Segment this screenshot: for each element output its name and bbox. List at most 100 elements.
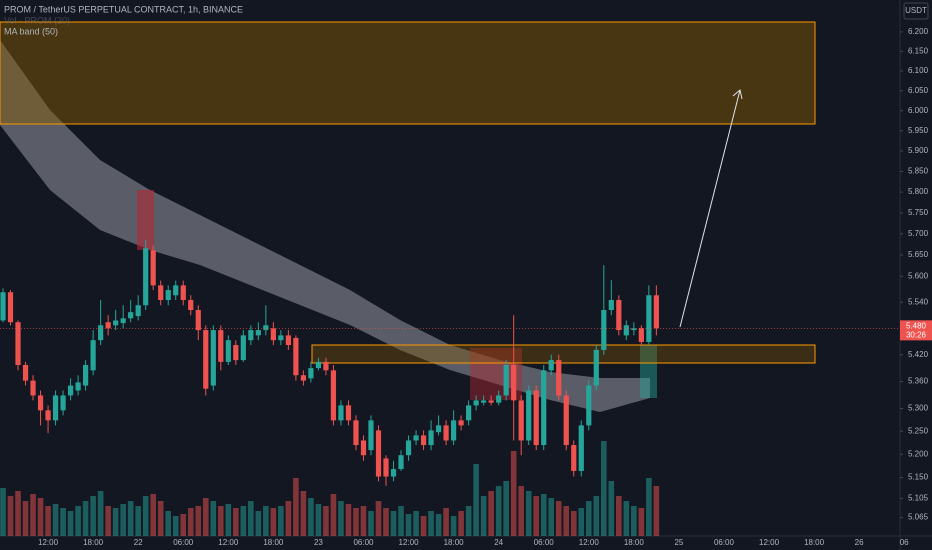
volume-bar xyxy=(75,506,81,536)
volume-bar xyxy=(488,491,494,536)
candle-body xyxy=(263,325,269,331)
x-tick-label: 12:00 xyxy=(399,538,420,547)
candle-body xyxy=(105,322,111,329)
volume-bar xyxy=(345,504,352,536)
band-highlight xyxy=(640,345,657,398)
volume-bar xyxy=(45,506,51,536)
volume-bar xyxy=(383,508,389,536)
volume-bar xyxy=(30,494,36,536)
candle-body xyxy=(135,305,141,317)
candle-body xyxy=(37,395,44,411)
y-tick-label: 5.300 xyxy=(908,404,929,413)
candle-body xyxy=(383,458,389,477)
volume-bar xyxy=(638,508,645,536)
volume-bar xyxy=(210,501,217,536)
volume-bar xyxy=(428,511,434,536)
volume-bar xyxy=(240,506,247,536)
volume-bar xyxy=(90,496,96,536)
volume-bar xyxy=(375,501,382,536)
volume-bar xyxy=(495,486,502,536)
candle-body xyxy=(541,370,547,446)
volume-bar xyxy=(601,441,607,536)
candle-body xyxy=(571,445,577,471)
x-tick-label: 23 xyxy=(314,538,323,547)
candle-body xyxy=(526,390,532,441)
volume-bar xyxy=(548,498,555,536)
volume-bar xyxy=(450,516,457,536)
volume-bar xyxy=(202,498,209,536)
volume-bar xyxy=(458,511,464,536)
volume-bar xyxy=(338,501,344,536)
volume-bar xyxy=(217,506,224,536)
volume-bar xyxy=(623,501,630,536)
candle-body xyxy=(503,364,509,396)
band-highlight xyxy=(137,190,154,250)
y-tick-label: 6.100 xyxy=(908,66,929,75)
candle-body xyxy=(428,430,434,446)
target-arrow xyxy=(679,89,741,328)
volume-bar xyxy=(555,501,562,536)
y-tick-label: 5.700 xyxy=(908,229,929,238)
candle-body xyxy=(173,285,179,296)
candle-body xyxy=(195,310,201,331)
candle-body xyxy=(646,295,652,342)
x-tick-label: 12:00 xyxy=(759,538,780,547)
y-tick-label: 5.800 xyxy=(908,187,929,196)
volume-bar xyxy=(278,506,284,536)
indicator-label: Vol · PROM (20) xyxy=(4,15,70,25)
y-tick-label: 5.105 xyxy=(908,494,929,503)
candle-body xyxy=(143,248,149,306)
volume-bar xyxy=(533,496,540,536)
candle-body xyxy=(345,405,352,421)
volume-bar xyxy=(593,496,600,536)
volume-bar xyxy=(263,506,269,536)
candle-body xyxy=(270,328,276,341)
volume-bar xyxy=(7,496,14,536)
volume-bar xyxy=(22,501,29,536)
y-tick-label: 6.000 xyxy=(908,106,929,115)
candle-body xyxy=(443,425,449,441)
candle-body xyxy=(398,455,404,470)
volume-bar xyxy=(15,491,21,536)
volume-bar xyxy=(398,506,404,536)
candle-body xyxy=(210,330,216,386)
candle-body xyxy=(52,395,59,421)
candle-body xyxy=(180,285,186,301)
candle-body xyxy=(375,430,382,477)
volume-bar xyxy=(608,481,615,536)
volume-bar xyxy=(67,511,74,536)
candle-body xyxy=(631,328,637,331)
volume-bar xyxy=(525,491,532,536)
supply-zone xyxy=(0,21,816,125)
volume-bar xyxy=(330,494,337,536)
candle-body xyxy=(7,292,14,323)
volume-bar xyxy=(233,508,239,536)
candle-body xyxy=(435,425,442,433)
y-tick-label: 5.950 xyxy=(908,126,929,135)
volume-bar xyxy=(503,481,509,536)
candle-body xyxy=(451,420,457,441)
arrow-head xyxy=(732,89,743,100)
x-tick-label: 18:00 xyxy=(263,538,284,547)
y-tick-label: 6.200 xyxy=(908,27,929,36)
y-tick-label: 5.540 xyxy=(908,297,929,306)
volume-bar xyxy=(360,506,367,536)
x-tick-label: 12:00 xyxy=(218,538,239,547)
chart-title: PROM / TetherUS PERPETUAL CONTRACT, 1h, … xyxy=(4,4,243,14)
volume-bar xyxy=(270,508,277,536)
candle-body xyxy=(60,395,66,411)
volume-bar xyxy=(518,486,524,536)
countdown: 30:26 xyxy=(906,330,927,339)
volume-bar xyxy=(315,504,322,536)
volume-bar xyxy=(540,494,547,536)
volume-bar xyxy=(248,501,254,536)
volume-bar xyxy=(180,514,187,536)
volume-bar xyxy=(157,501,164,536)
volume-bar xyxy=(435,514,442,536)
candle-body xyxy=(405,440,412,456)
candle-body xyxy=(653,295,659,329)
volume-bar xyxy=(646,478,652,536)
candle-body xyxy=(98,325,104,341)
y-tick-label: 5.650 xyxy=(908,250,929,259)
